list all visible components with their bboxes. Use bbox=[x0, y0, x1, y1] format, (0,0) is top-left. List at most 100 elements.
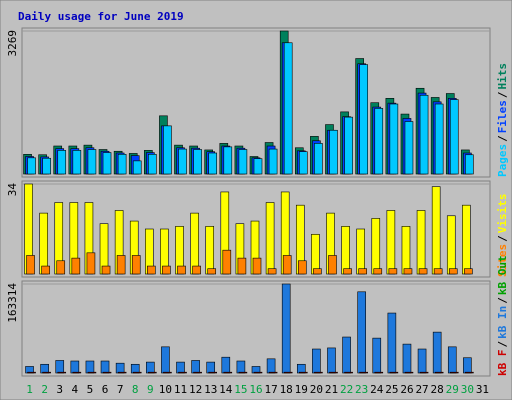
bar bbox=[206, 361, 216, 374]
bar bbox=[463, 357, 472, 374]
legend-separator: / bbox=[496, 91, 509, 98]
legend-separator: / bbox=[496, 297, 509, 304]
bar bbox=[57, 371, 67, 374]
bar bbox=[56, 260, 66, 275]
bar bbox=[342, 336, 351, 374]
bar bbox=[85, 360, 95, 374]
bar bbox=[389, 371, 399, 374]
legend-entry: Files bbox=[496, 100, 509, 133]
bar bbox=[148, 154, 157, 175]
bar bbox=[190, 212, 199, 275]
bar bbox=[191, 360, 200, 374]
bar bbox=[267, 268, 277, 275]
bar bbox=[238, 371, 248, 374]
bar bbox=[344, 371, 353, 374]
bar bbox=[283, 42, 293, 175]
bar bbox=[57, 150, 67, 175]
bar bbox=[70, 360, 80, 374]
bar bbox=[416, 210, 426, 275]
y-tick-label: 163314 bbox=[6, 283, 19, 323]
bar bbox=[115, 362, 125, 374]
x-tick-label: 17 bbox=[264, 383, 277, 396]
bar bbox=[432, 331, 442, 374]
bar bbox=[117, 154, 127, 175]
x-tick-label: 10 bbox=[159, 383, 172, 396]
bar bbox=[448, 268, 458, 275]
x-tick-label: 4 bbox=[72, 383, 79, 396]
bar bbox=[55, 360, 65, 374]
bar bbox=[359, 371, 368, 374]
bar bbox=[297, 260, 307, 275]
bar bbox=[237, 257, 247, 275]
bar bbox=[359, 64, 368, 175]
bar bbox=[146, 361, 155, 374]
bar bbox=[132, 371, 142, 374]
bar bbox=[344, 116, 353, 175]
bar bbox=[100, 360, 110, 374]
bar bbox=[343, 268, 352, 275]
x-tick-label: 24 bbox=[370, 383, 384, 396]
bar bbox=[403, 268, 413, 275]
bar bbox=[41, 265, 50, 275]
bar bbox=[162, 265, 171, 275]
x-tick-label: 23 bbox=[355, 383, 368, 396]
bar bbox=[404, 371, 414, 374]
bar bbox=[388, 268, 398, 275]
x-tick-label: 20 bbox=[310, 383, 323, 396]
bar bbox=[87, 149, 97, 175]
bar bbox=[205, 226, 215, 275]
bar bbox=[372, 337, 382, 374]
bar bbox=[130, 363, 140, 374]
x-tick-label: 25 bbox=[385, 383, 398, 396]
bar bbox=[314, 143, 323, 175]
x-tick-label: 27 bbox=[415, 383, 428, 396]
bar bbox=[298, 371, 308, 374]
x-tick-label: 11 bbox=[174, 383, 187, 396]
bar bbox=[161, 346, 170, 374]
bar bbox=[163, 371, 172, 374]
x-tick-label: 14 bbox=[219, 383, 233, 396]
legend-separator: / bbox=[496, 235, 509, 242]
bar bbox=[389, 103, 399, 175]
x-tick-label: 19 bbox=[295, 383, 308, 396]
bar bbox=[358, 268, 367, 275]
bar bbox=[283, 371, 293, 374]
x-tick-label: 12 bbox=[189, 383, 202, 396]
bar bbox=[148, 371, 157, 374]
legend-separator: / bbox=[496, 135, 509, 142]
bar bbox=[192, 265, 201, 275]
bar bbox=[374, 371, 384, 374]
bar bbox=[311, 233, 320, 275]
bar bbox=[465, 371, 474, 374]
bar bbox=[223, 371, 233, 374]
bar bbox=[434, 371, 444, 374]
legend-entry: kB F bbox=[496, 350, 509, 377]
bar bbox=[208, 371, 218, 374]
bar bbox=[387, 312, 397, 374]
bar bbox=[386, 210, 396, 275]
legend-entry: Sites bbox=[496, 244, 509, 277]
bar bbox=[419, 94, 429, 175]
bar bbox=[327, 347, 336, 374]
legend: Pages/Files/Hits bbox=[496, 63, 509, 177]
x-tick-label: 16 bbox=[249, 383, 262, 396]
bar bbox=[281, 283, 291, 374]
bar bbox=[193, 149, 202, 175]
bar bbox=[419, 371, 429, 374]
bar bbox=[27, 157, 36, 175]
bar bbox=[373, 268, 383, 275]
bar bbox=[418, 268, 428, 275]
bar bbox=[447, 346, 457, 374]
y-tick-label: 3269 bbox=[6, 30, 19, 57]
bar bbox=[132, 160, 142, 175]
bar bbox=[193, 371, 202, 374]
bar bbox=[71, 257, 81, 275]
bar bbox=[42, 371, 51, 374]
bar bbox=[404, 121, 414, 175]
bar bbox=[87, 371, 97, 374]
legend-entry: Pages bbox=[496, 144, 509, 177]
bar bbox=[449, 99, 459, 175]
bar bbox=[434, 103, 444, 175]
bar bbox=[116, 255, 126, 275]
